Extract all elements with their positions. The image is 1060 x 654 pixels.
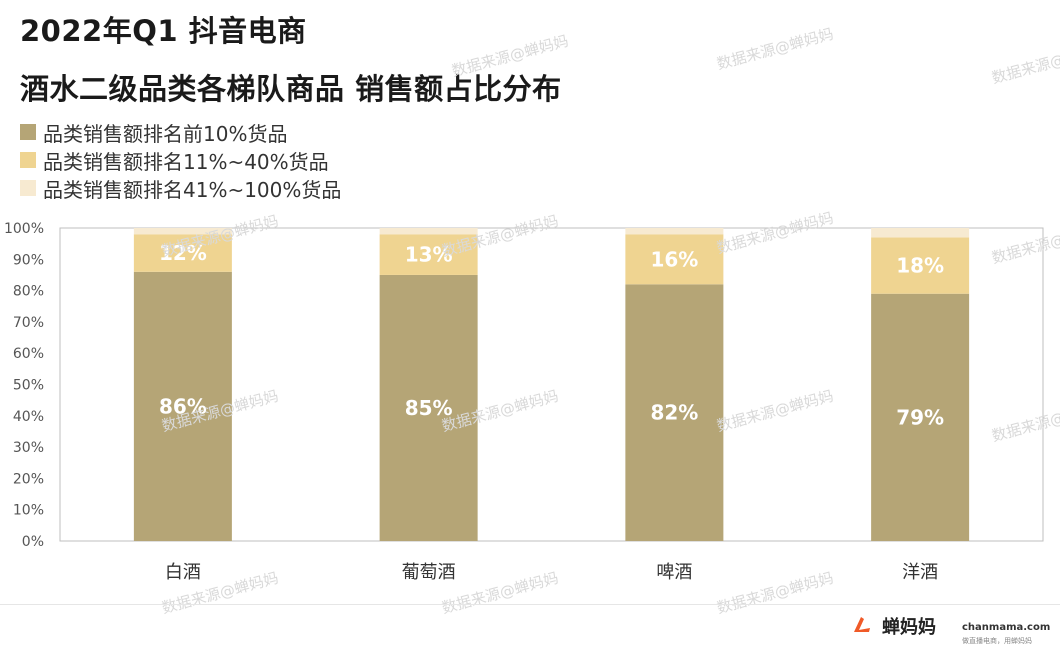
y-tick-label: 90% — [13, 252, 44, 268]
legend: 品类销售额排名前10%货品 品类销售额排名11%~40%货品 品类销售额排名41… — [20, 118, 341, 202]
legend-item-41-100: 品类销售额排名41%~100%货品 — [20, 174, 341, 202]
chart-title-line2: 酒水二级品类各梯队商品 销售额占比分布 — [20, 72, 562, 106]
y-tick-label: 60% — [13, 346, 44, 362]
y-tick-label: 70% — [13, 315, 44, 331]
bar-data-label: 85% — [405, 396, 453, 420]
x-category-label: 洋酒 — [902, 562, 938, 583]
y-tick-label: 0% — [22, 534, 44, 550]
bar-data-label: 82% — [650, 401, 698, 425]
legend-item-top10: 品类销售额排名前10%货品 — [20, 118, 341, 146]
bar-data-label: 12% — [159, 241, 207, 265]
bar-segment — [625, 234, 724, 285]
bar-segment — [133, 234, 232, 272]
chanmama-logo-icon — [854, 617, 870, 632]
bar-segment — [871, 228, 970, 238]
legend-item-11-40: 品类销售额排名11%~40%货品 — [20, 146, 341, 174]
x-category-label: 啤酒 — [656, 562, 692, 583]
y-tick-label: 10% — [13, 503, 44, 519]
legend-label-11-40: 品类销售额排名11%~40%货品 — [43, 149, 329, 174]
x-category-label: 白酒 — [165, 562, 201, 583]
brand-slogan: 做直播电商，用蝉妈妈 — [962, 637, 1032, 645]
y-tick-label: 100% — [4, 221, 44, 237]
chart-title-line1: 2022年Q1 抖音电商 — [20, 14, 307, 48]
bar-data-label: 18% — [896, 254, 944, 278]
y-tick-label: 40% — [13, 409, 44, 425]
bar-segment — [871, 237, 970, 294]
legend-label-41-100: 品类销售额排名41%~100%货品 — [43, 177, 342, 202]
bar-segment — [133, 271, 232, 541]
bar-segment — [379, 228, 478, 235]
legend-swatch-11-40 — [20, 152, 36, 168]
legend-swatch-41-100 — [20, 180, 36, 196]
bar-segment — [133, 228, 232, 235]
bar-segment — [625, 284, 724, 541]
footer-divider — [0, 604, 1060, 605]
bar-segment — [625, 228, 724, 235]
brand-name: 蝉妈妈 — [882, 617, 936, 638]
bar-segment — [379, 234, 478, 275]
y-tick-label: 20% — [13, 471, 44, 487]
bar-data-label: 13% — [405, 243, 453, 267]
bar-data-label: 79% — [896, 405, 944, 429]
bar-segment — [379, 274, 478, 541]
brand-site: chanmama.com — [962, 622, 1051, 633]
x-category-label: 葡萄酒 — [402, 562, 456, 583]
brand-logo-group: 蝉妈妈 — [848, 612, 936, 640]
y-tick-label: 50% — [13, 378, 44, 394]
legend-swatch-top10 — [20, 124, 36, 140]
legend-label-top10: 品类销售额排名前10%货品 — [43, 121, 288, 146]
bar-data-label: 86% — [159, 394, 207, 418]
y-tick-label: 80% — [13, 284, 44, 300]
y-tick-label: 30% — [13, 440, 44, 456]
plot-frame — [59, 227, 1044, 542]
bar-data-label: 16% — [650, 247, 698, 271]
bar-segment — [871, 293, 970, 541]
